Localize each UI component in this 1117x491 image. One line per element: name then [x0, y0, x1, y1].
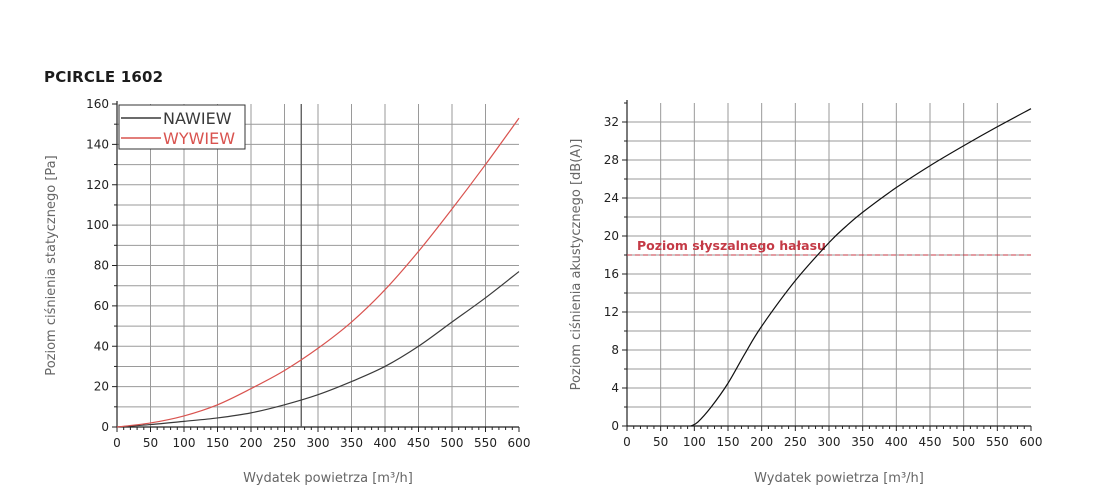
x-tick-label: 450 — [919, 435, 942, 449]
x-tick-label: 100 — [173, 436, 196, 450]
x-axis-title: Wydatek powietrza [m³/h] — [243, 471, 413, 486]
x-tick-label: 150 — [206, 436, 229, 450]
x-tick-label: 600 — [1020, 435, 1043, 449]
grid — [627, 103, 1031, 426]
y-tick-label: 32 — [604, 115, 619, 129]
y-tick-label: 40 — [94, 339, 109, 353]
y-tick-label: 80 — [94, 259, 109, 273]
y-axis-title: Poziom ciśnienia akustycznego [dB(A)] — [569, 139, 584, 391]
y-tick-label: 0 — [101, 420, 109, 434]
x-tick-label: 600 — [508, 436, 531, 450]
x-tick-label: 50 — [143, 436, 158, 450]
chart-2: 0 50 100 150 200 250 300 350 400 450 500 550 600 0 4 8 1… — [569, 100, 1042, 486]
x-tick-label: 150 — [717, 435, 740, 449]
x-tick-label: 0 — [623, 435, 631, 449]
legend-box — [118, 104, 246, 150]
y-tick-label: 140 — [86, 137, 109, 151]
y-tick-label: 0 — [611, 419, 619, 433]
y-tick-label: 120 — [86, 178, 109, 192]
x-tick-label: 200 — [240, 436, 263, 450]
x-tick-label: 50 — [653, 435, 668, 449]
x-axis-title: Wydatek powietrza [m³/h] — [754, 471, 924, 486]
x-tick-label: 350 — [340, 436, 363, 450]
x-tick-label: 200 — [750, 435, 773, 449]
y-tick-label: 28 — [604, 153, 619, 167]
x-tick-label: 300 — [307, 436, 330, 450]
y-tick-label: 16 — [604, 267, 619, 281]
x-tick-label: 300 — [818, 435, 841, 449]
y-axis-title: Poziom ciśnienia statycznego [Pa] — [44, 155, 59, 375]
x-tick-label: 0 — [113, 436, 121, 450]
y-tick-label: 20 — [94, 380, 109, 394]
x-tick-label: 550 — [986, 435, 1009, 449]
grid — [117, 104, 519, 427]
y-tick-label: 24 — [604, 191, 619, 205]
chart-1: 0 50 100 150 200 250 300 350 400 450 500 550 600 0 20 4… — [44, 97, 530, 486]
y-tick-label: 100 — [86, 218, 109, 232]
series-line-1 — [116, 271, 520, 428]
page-title: PCIRCLE 1602 — [44, 68, 164, 86]
x-tick-label: 400 — [374, 436, 397, 450]
x-tick-label: 100 — [683, 435, 706, 449]
y-tick-label: 12 — [604, 305, 619, 319]
y-tick-label: 60 — [94, 299, 109, 313]
y-tick-label: 160 — [86, 97, 109, 111]
x-tick-label: 450 — [407, 436, 430, 450]
x-tick-label: 500 — [952, 435, 975, 449]
y-tick-label: 4 — [611, 381, 619, 395]
threshold-label: Poziom słyszalnego hałasu — [637, 238, 826, 253]
y-tick-label: 20 — [604, 229, 619, 243]
series-line-1 — [690, 108, 1032, 427]
x-tick-label: 350 — [851, 435, 874, 449]
series-line-2 — [116, 117, 520, 428]
x-tick-label: 550 — [474, 436, 497, 450]
x-tick-label: 250 — [273, 436, 296, 450]
x-tick-label: 400 — [885, 435, 908, 449]
legend-label-2: WYWIEW — [163, 129, 235, 148]
x-tick-label: 250 — [784, 435, 807, 449]
x-tick-label: 500 — [441, 436, 464, 450]
legend-label-1: NAWIEW — [163, 109, 232, 128]
y-tick-label: 8 — [611, 343, 619, 357]
